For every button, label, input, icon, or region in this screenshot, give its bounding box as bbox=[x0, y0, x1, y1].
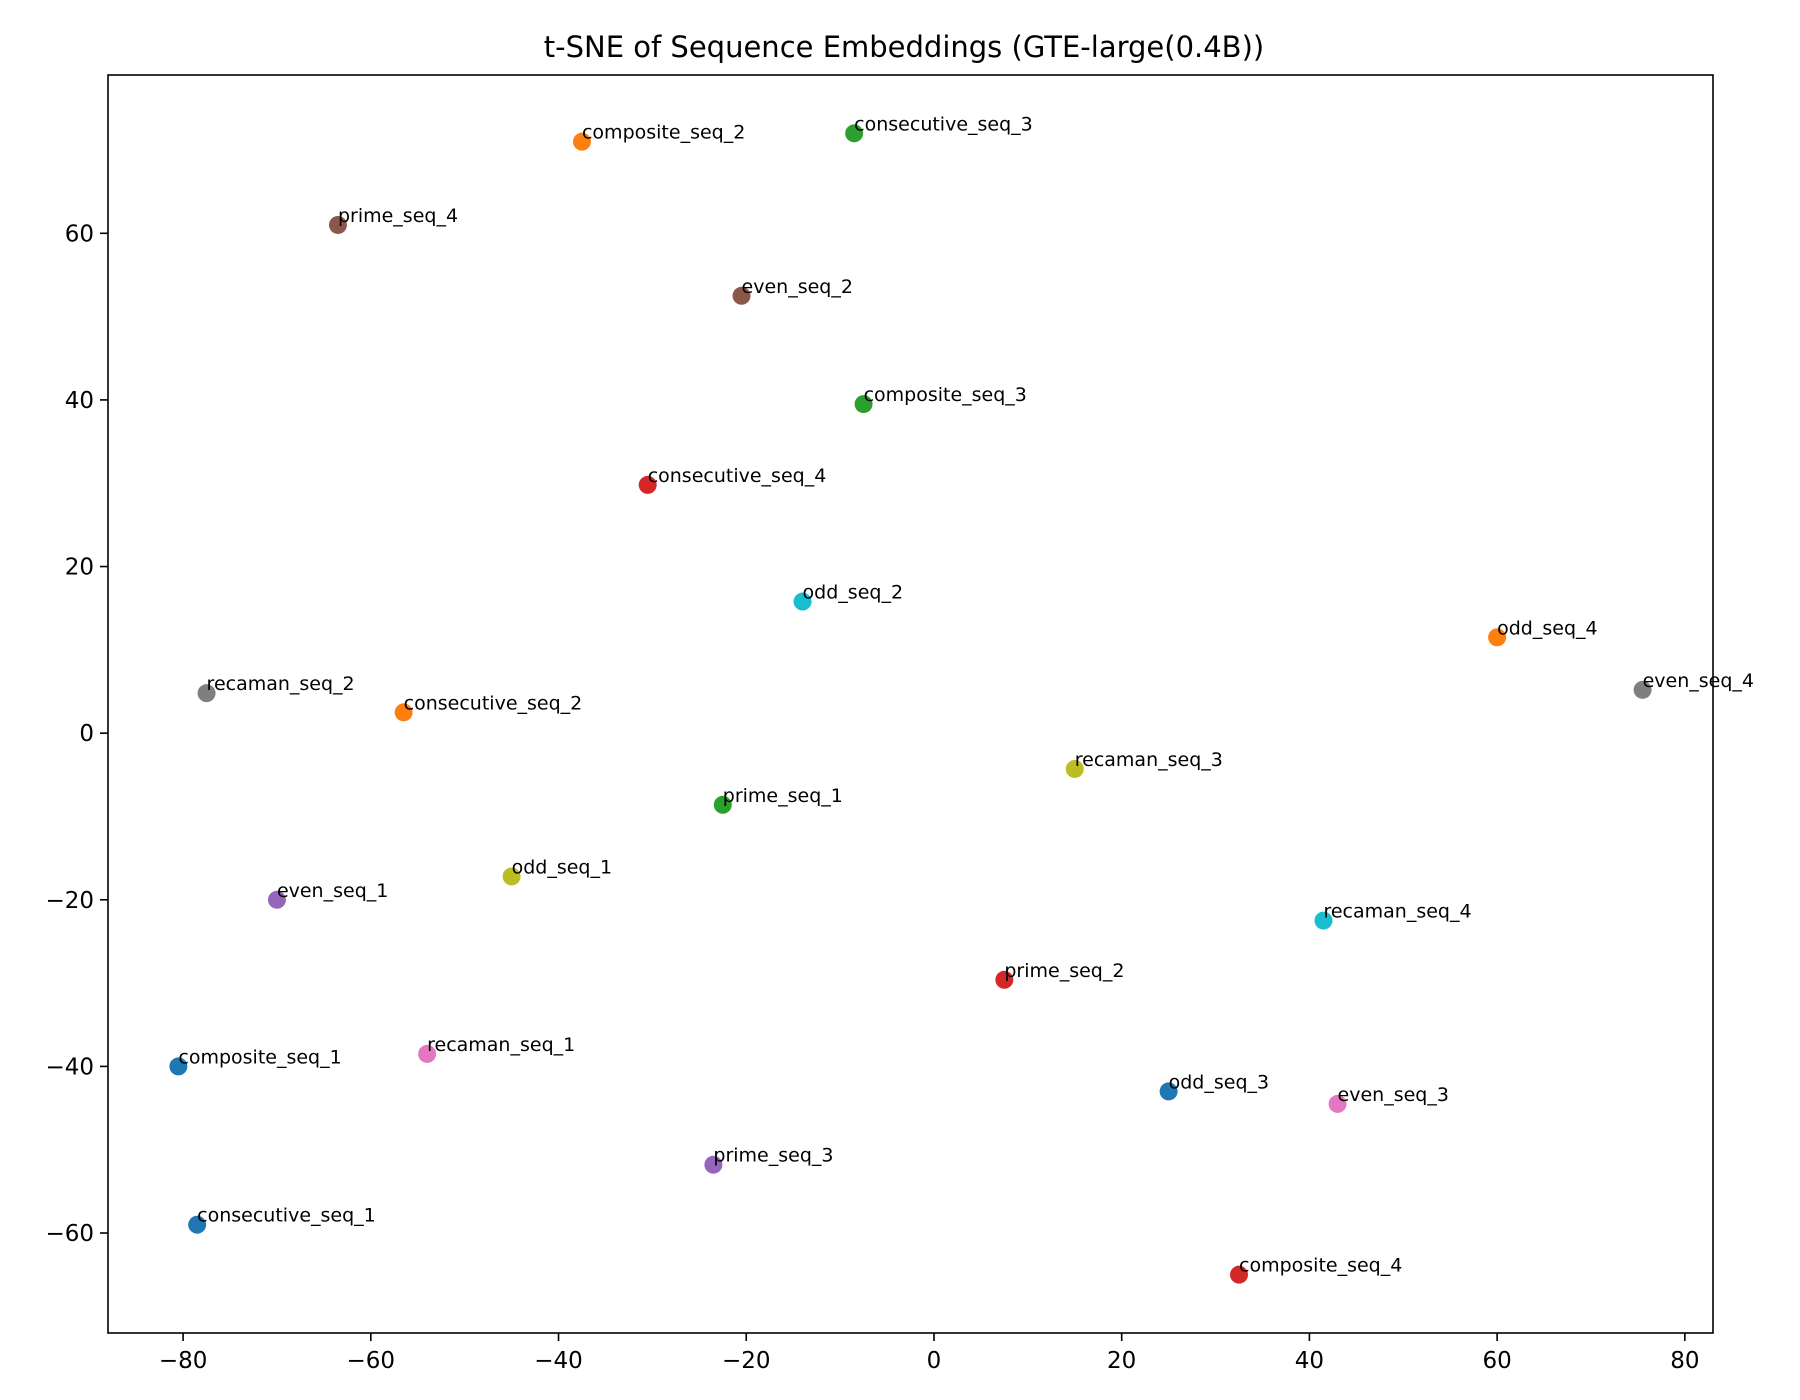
y-tick-label: 0 bbox=[79, 721, 94, 747]
x-tick-label: 0 bbox=[927, 1348, 942, 1374]
scatter-point bbox=[502, 867, 521, 886]
scatter-point bbox=[704, 1155, 723, 1174]
point-label: even_seq_1 bbox=[277, 880, 388, 902]
scatter-point bbox=[328, 215, 347, 234]
point-label: prime_seq_3 bbox=[713, 1145, 833, 1167]
x-tick-label: 20 bbox=[1107, 1348, 1136, 1374]
scatter-point bbox=[188, 1215, 207, 1234]
point-label: prime_seq_1 bbox=[723, 785, 843, 807]
point-label: consecutive_seq_3 bbox=[854, 113, 1033, 135]
y-tick-label: 20 bbox=[65, 555, 94, 581]
point-label: even_seq_2 bbox=[742, 276, 853, 298]
x-tick-label: 80 bbox=[1670, 1348, 1699, 1374]
scatter-point bbox=[1488, 628, 1507, 647]
point-label: consecutive_seq_2 bbox=[404, 692, 583, 714]
scatter-point bbox=[169, 1057, 188, 1076]
y-tick-label: −40 bbox=[45, 1054, 94, 1080]
y-tick-label: 60 bbox=[65, 221, 94, 247]
point-label: odd_seq_1 bbox=[512, 856, 612, 878]
x-tick-label: −20 bbox=[722, 1348, 771, 1374]
scatter-point bbox=[197, 684, 216, 703]
point-label: odd_seq_2 bbox=[803, 582, 903, 604]
point-label: prime_seq_4 bbox=[338, 205, 458, 227]
y-tick-label: −60 bbox=[45, 1221, 94, 1247]
data-point-labels: composite_seq_2 consecutive_seq_3 prime_se… bbox=[178, 113, 1754, 1276]
scatter-point bbox=[732, 286, 751, 305]
point-label: odd_seq_3 bbox=[1169, 1071, 1269, 1093]
chart-title: t-SNE of Sequence Embeddings (GTE-large(… bbox=[544, 30, 1264, 64]
scatter-point bbox=[638, 475, 657, 494]
scatter-point bbox=[1328, 1094, 1347, 1113]
x-tick-label: 60 bbox=[1482, 1348, 1511, 1374]
scatter-point bbox=[1230, 1265, 1249, 1284]
point-label: odd_seq_4 bbox=[1497, 617, 1597, 639]
scatter-point bbox=[418, 1044, 437, 1063]
scatter-point bbox=[1065, 759, 1084, 778]
point-label: composite_seq_1 bbox=[178, 1046, 341, 1068]
y-tick-label: 40 bbox=[65, 388, 94, 414]
scatter-point bbox=[1633, 680, 1652, 699]
scatter-point bbox=[845, 124, 864, 143]
point-label: recaman_seq_4 bbox=[1323, 901, 1471, 923]
scatter-point bbox=[1159, 1082, 1178, 1101]
scatter-point bbox=[267, 890, 286, 909]
scatter-point bbox=[995, 970, 1014, 989]
point-label: recaman_seq_1 bbox=[427, 1034, 575, 1056]
axes: −80 −60 −40 −20 0 20 40 60 80 −60 −40 −20 0 20 40 60 bbox=[45, 74, 1714, 1374]
data-points bbox=[169, 124, 1652, 1284]
point-label: consecutive_seq_1 bbox=[197, 1205, 376, 1227]
x-tick-label: −60 bbox=[347, 1348, 396, 1374]
point-label: composite_seq_4 bbox=[1239, 1255, 1402, 1277]
scatter-point bbox=[394, 703, 413, 722]
scatter-point bbox=[793, 592, 812, 611]
scatter-point bbox=[713, 795, 732, 814]
point-label: even_seq_4 bbox=[1643, 670, 1754, 692]
x-tick-label: −80 bbox=[159, 1348, 208, 1374]
point-label: consecutive_seq_4 bbox=[648, 465, 827, 487]
point-label: composite_seq_2 bbox=[582, 122, 745, 144]
x-tick-label: −40 bbox=[534, 1348, 583, 1374]
scatter-point bbox=[572, 132, 591, 151]
point-label: even_seq_3 bbox=[1338, 1084, 1449, 1106]
scatter-point bbox=[854, 395, 873, 414]
x-tick-label: 40 bbox=[1295, 1348, 1324, 1374]
point-label: prime_seq_2 bbox=[1004, 960, 1124, 982]
plot-frame bbox=[107, 74, 1714, 1334]
y-tick-label: −20 bbox=[45, 888, 94, 914]
point-label: recaman_seq_2 bbox=[207, 673, 355, 695]
scatter-point bbox=[1314, 911, 1333, 930]
point-label: recaman_seq_3 bbox=[1075, 749, 1223, 771]
point-label: composite_seq_3 bbox=[864, 384, 1027, 406]
